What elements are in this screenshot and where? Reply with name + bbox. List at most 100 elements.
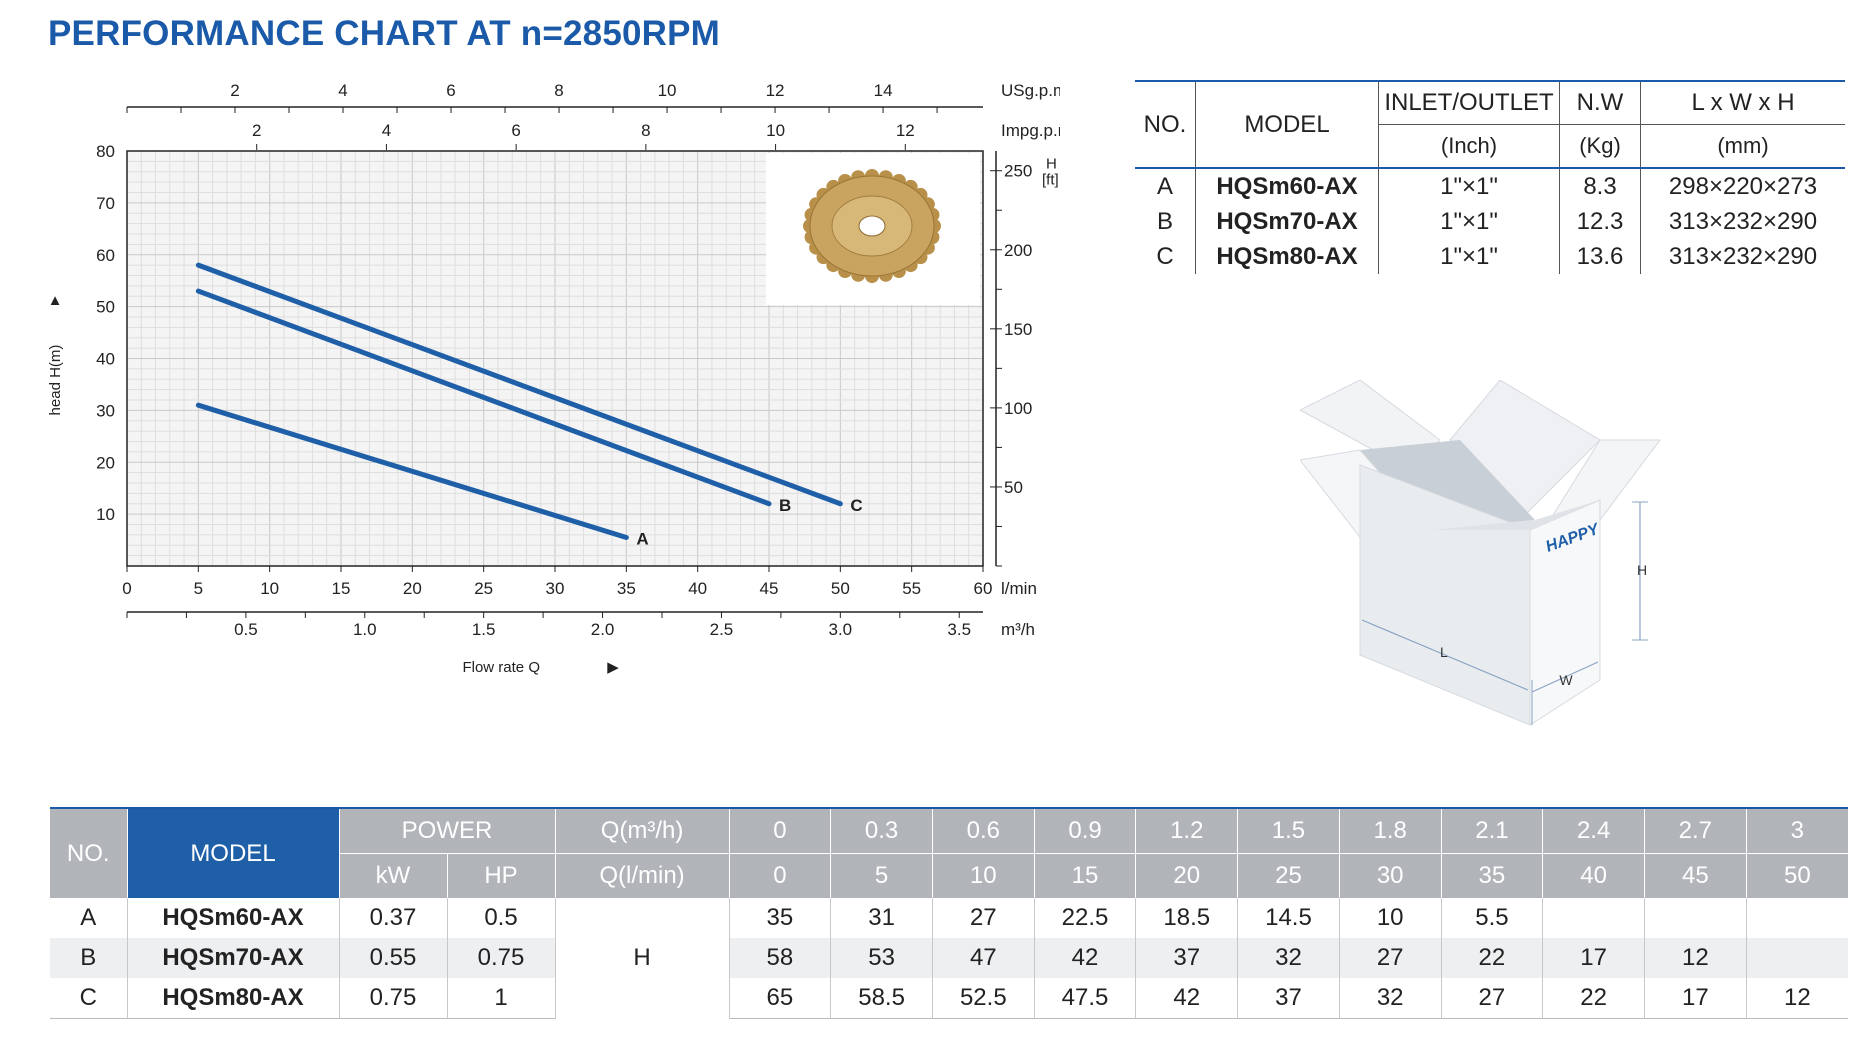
perf-cell-h: 17 [1644,978,1747,1019]
perf-cell-hp: 1 [447,978,556,1019]
perf-cell-kw: 0.37 [339,898,448,938]
impgpm-tick-label: 12 [896,121,915,140]
perf-cell-h: 52.5 [932,978,1035,1019]
perf-cell-h: 47.5 [1034,978,1137,1019]
perf-cell-model: HQSm70-AX [127,938,340,978]
ft-tick-label: 100 [1004,399,1032,418]
perf-cell-h: 37 [1135,938,1239,978]
ft-tick-label: 150 [1004,320,1032,339]
perf-cell-model: HQSm80-AX [127,978,340,1019]
perf-cell-kw: 0.55 [339,938,448,978]
chart-series: A B C [195,262,863,548]
perf-cell-h: 27 [1441,978,1544,1019]
x-tick-label: 0 [122,579,131,598]
perf-cell-h: 53 [830,938,933,978]
performance-table: NO. MODEL POWER Q(m³/h) 0 0.3 0.6 0.9 1.… [50,807,1848,1019]
perf-q-lmin-cell: 20 [1135,853,1239,898]
series-line-c [195,262,843,507]
perf-q-lmin-cell: 35 [1441,853,1544,898]
y-tick-label: 10 [96,505,115,524]
m3h-tick-label: 3.0 [829,620,853,639]
impgpm-tick-label: 6 [511,121,520,140]
perf-cell-h: 32 [1339,978,1442,1019]
ft-axis-label-top: H [1046,156,1057,173]
series-line-b [195,288,772,507]
spec-cell-no: B [1156,207,1173,235]
perf-cell-h: 12 [1644,938,1747,978]
perf-cell-h: 22.5 [1034,898,1137,938]
perf-q-m3h-cell: 2.4 [1542,807,1645,854]
m3h-axis-label: m³/h [1001,620,1035,639]
spec-cell-inlet: 1"×1" [1378,204,1560,239]
perf-cell-h-label: H [555,898,730,1019]
x-tick-label: 40 [688,579,707,598]
impeller-image [766,153,980,305]
y-tick-label: 70 [96,194,115,213]
box-inside [1360,440,1535,530]
spec-row: B HQSm70-AX 1"×1" 12.3 313×232×290 [1135,204,1845,239]
x-axis-arrow: ▶ [607,659,619,676]
y-tick-label: 20 [96,453,115,472]
spec-table: NO. MODEL INLET/OUTLET N.W L x W x H (In… [1135,80,1845,274]
series-label-b: B [779,496,791,515]
m3h-tick-label: 1.5 [472,620,496,639]
perf-cell-h: 27 [932,898,1035,938]
y-tick-label: 60 [96,246,115,265]
perf-q-lmin-cell: 30 [1339,853,1442,898]
perf-row: A HQSm60-AX 0.37 0.5 H 35 31 27 22.5 18.… [50,898,1848,1019]
x-tick-label: 50 [831,579,850,598]
spec-cell-dims: 313×232×290 [1640,239,1845,274]
spec-row: A HQSm60-AX 1"×1" 8.3 298×220×273 [1135,168,1845,204]
perf-q-m3h-cell: 0.6 [932,807,1035,854]
usgpm-tick-label: 10 [658,81,677,100]
x-tick-label: 5 [194,579,203,598]
spec-cell-model: HQSm70-AX [1195,204,1379,239]
y-tick-label: 80 [96,142,115,161]
perf-q-m3h-cell: 1.5 [1237,807,1340,854]
perf-q-m3h-cell: 1.2 [1135,807,1239,854]
spec-cell-nw: 8.3 [1559,168,1641,204]
spec-cell-nw: 13.6 [1559,239,1641,274]
perf-cell-h: 17 [1542,938,1645,978]
perf-cell-h: 22 [1441,938,1544,978]
box-dim-w-line [1531,661,1599,693]
perf-header-no: NO. [50,807,128,898]
perf-header-q-lmin: Q(l/min) [555,853,730,898]
perf-row: B HQSm70-AX 0.55 0.75 58 53 47 42 37 32 … [50,938,1848,978]
perf-q-lmin-cell: 25 [1237,853,1340,898]
spec-cell-no: A [1156,172,1173,200]
y-axis-arrow: ▲ [48,292,63,309]
impgpm-tick-label: 4 [382,121,391,140]
m3h-tick-label: 1.0 [353,620,377,639]
ft-tick-label: 250 [1004,162,1032,181]
spec-header-nw-unit: (Kg) [1559,124,1641,169]
spec-header-inlet-unit: (Inch) [1378,124,1560,169]
m3h-tick-label: 2.5 [710,620,734,639]
perf-cell-h: 32 [1237,938,1340,978]
ft-tick-label: 50 [1004,478,1023,497]
y-tick-label: 50 [96,298,115,317]
perf-cell-h: 47 [932,938,1035,978]
perf-cell-h [1644,898,1747,938]
usgpm-axis-label: USg.p.m [1001,81,1060,100]
spec-cell-inlet: 1"×1" [1378,239,1560,274]
perf-cell-h [1746,938,1848,978]
perf-cell-h [1746,898,1848,938]
perf-cell-no: A [50,898,128,938]
spec-cell-no: C [1156,242,1174,270]
m3h-tick-label: 2.0 [591,620,615,639]
perf-q-m3h-cell: 0.3 [830,807,933,854]
spec-header-inlet: INLET/OUTLET [1378,80,1560,125]
x-tick-label: 20 [403,579,422,598]
perf-cell-hp: 0.75 [447,938,556,978]
x-tick-label: 25 [474,579,493,598]
perf-header-hp: HP [447,853,556,898]
perf-cell-h: 37 [1237,978,1340,1019]
y-tick-label: 40 [96,350,115,369]
perf-cell-h: 10 [1339,898,1442,938]
perf-cell-h: 27 [1339,938,1442,978]
series-line-a [195,402,629,540]
perf-cell-model: HQSm60-AX [127,898,340,938]
box-dim-w-label: W [1559,672,1573,688]
